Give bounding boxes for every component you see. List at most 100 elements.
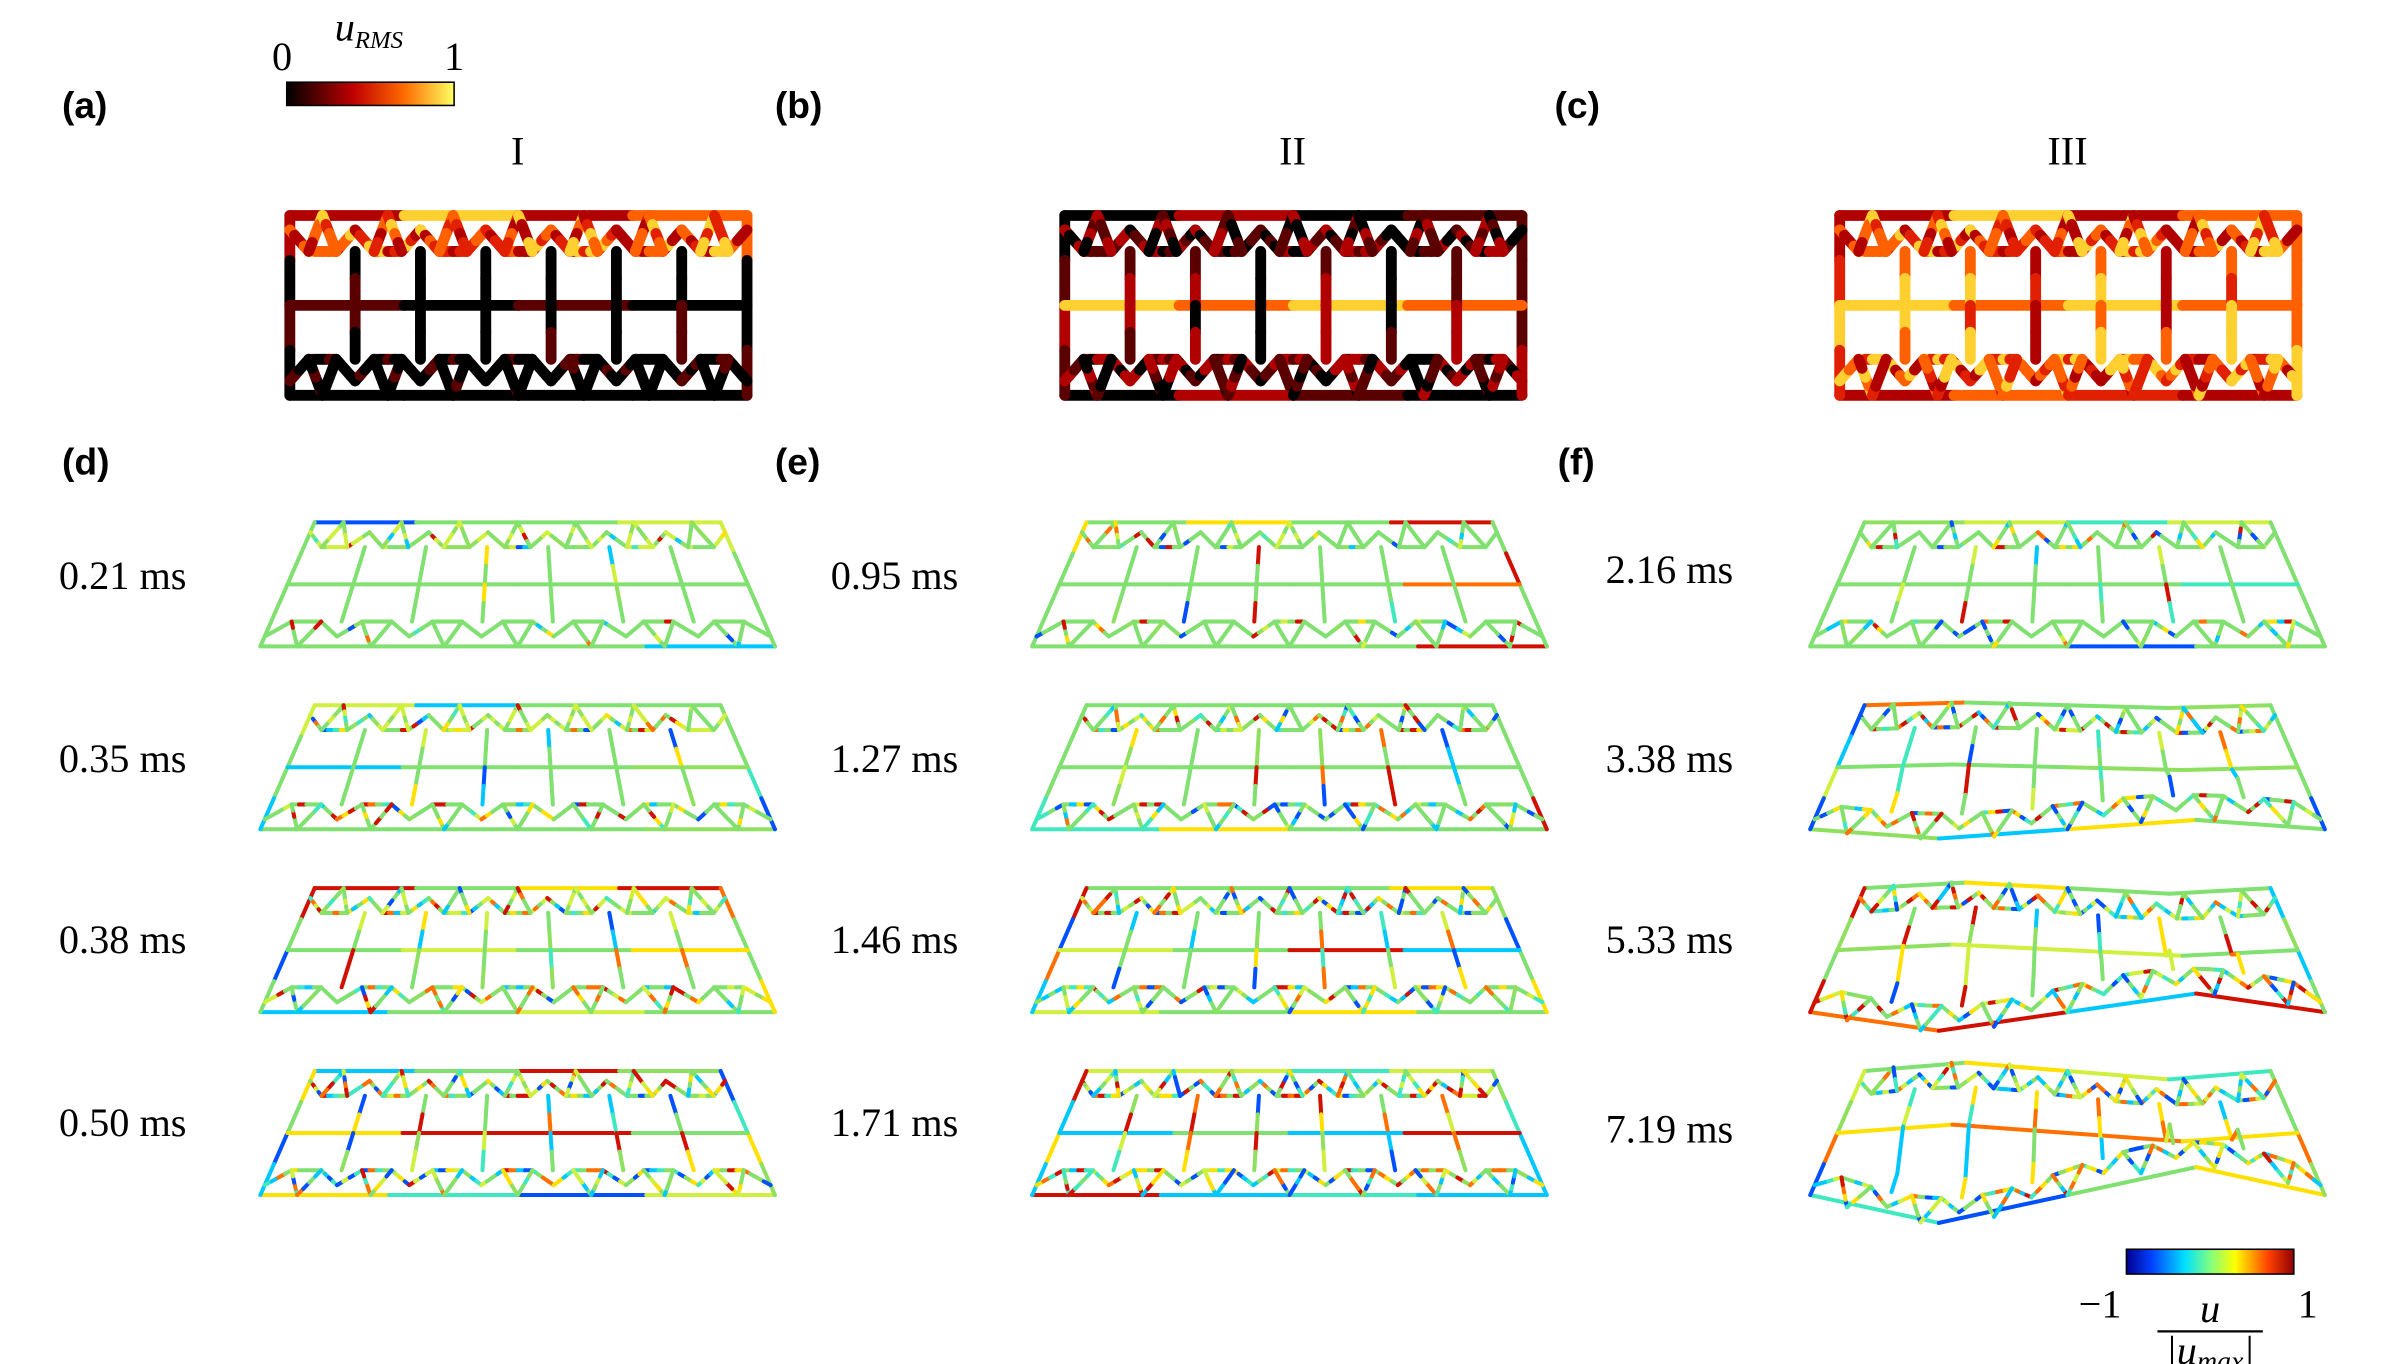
lattice-beam <box>455 1168 465 1179</box>
lattice-beam <box>1950 1122 2070 1136</box>
lattice-beam <box>547 563 553 587</box>
lattice-beam <box>2236 1092 2242 1103</box>
lattice-beam <box>1963 942 1971 989</box>
lattice-beam <box>2195 538 2205 550</box>
lattice-beam <box>1835 1100 1853 1136</box>
lattice-beam <box>610 1112 619 1136</box>
lattice-beam <box>2031 582 2037 605</box>
lattice-beam <box>339 600 350 624</box>
lattice-beam <box>685 783 696 807</box>
lattice-beam <box>2049 237 2064 257</box>
lattice-beam <box>546 910 552 934</box>
lattice-beam <box>1934 1003 1944 1015</box>
lattice-beam <box>1954 719 1961 730</box>
time-label: 0.38 ms <box>59 917 187 962</box>
lattice-beam <box>1848 703 1867 739</box>
lattice-beam <box>430 985 438 996</box>
lattice-beam <box>680 948 690 971</box>
lattice-beam <box>1477 904 1488 915</box>
lattice-beam <box>1274 904 1283 915</box>
time-label: 0.21 ms <box>59 553 187 598</box>
lattice-beam <box>720 1078 728 1087</box>
lattice-beam <box>1335 538 1343 550</box>
subscript: RMS <box>354 27 403 54</box>
lattice-beam <box>1296 538 1305 550</box>
lattice-beam <box>2195 909 2205 921</box>
lattice-beam <box>1894 901 1900 912</box>
lattice-beam <box>2286 370 2303 387</box>
lattice-beam <box>1030 796 1048 832</box>
lattice-beam <box>712 1168 723 1179</box>
lattice-beam <box>629 353 645 374</box>
lattice-beam <box>1085 619 1096 630</box>
lattice-beam <box>1512 802 1518 813</box>
lattice-beam <box>313 619 324 630</box>
lattice-beam <box>500 619 509 630</box>
lattice-beam <box>1835 551 1853 587</box>
lattice-beam <box>1057 734 1075 770</box>
lattice-beam <box>1877 353 1892 374</box>
lattice-beam <box>2050 1173 2059 1183</box>
lattice-beam <box>1389 966 1398 990</box>
lattice-beam <box>2311 995 2323 1005</box>
lattice-beam <box>481 582 487 605</box>
lattice-beam <box>1396 904 1403 915</box>
lattice-rms <box>284 210 753 401</box>
lattice-beam <box>2268 1069 2287 1105</box>
lattice-beam <box>420 728 429 751</box>
lattice-beam <box>645 721 655 733</box>
lattice-beam <box>1441 1168 1448 1179</box>
lattice-beam <box>1379 910 1387 934</box>
lattice-beam <box>1894 720 1900 731</box>
lattice-beam <box>546 545 552 568</box>
lattice-beam <box>2014 900 2022 912</box>
lattice-beam <box>1131 619 1138 630</box>
lattice-rms <box>1834 210 2303 401</box>
lattice-beam <box>1457 600 1468 624</box>
lattice-beam <box>610 746 619 770</box>
lattice-beam <box>1835 942 1955 953</box>
lattice-beam <box>285 551 304 587</box>
lattice-beam <box>1296 721 1305 733</box>
lattice-beam <box>563 538 571 550</box>
lattice-beam <box>410 600 418 624</box>
lattice-beam <box>1396 721 1403 733</box>
lattice-beam <box>1839 990 1845 1002</box>
lattice-beam <box>668 910 679 934</box>
lattice-beam <box>1970 545 1978 568</box>
lattice-beam <box>2160 563 2169 587</box>
lattice-beam <box>759 979 777 1015</box>
lattice-beam <box>2282 917 2300 953</box>
lattice-beam <box>1863 1184 1874 1194</box>
lattice-beam <box>674 1112 685 1136</box>
lattice-beam <box>303 353 318 374</box>
lattice-beam <box>380 538 390 550</box>
lattice-snapshot <box>1808 880 2327 1033</box>
lattice-beam <box>1457 1087 1464 1098</box>
lattice-beam <box>2073 353 2088 374</box>
lattice-beam <box>2309 613 2327 649</box>
lattice-beam <box>719 237 734 257</box>
lattice-beam <box>745 765 764 801</box>
lattice-beam <box>285 1100 304 1136</box>
lattice-beam <box>483 728 490 751</box>
lattice-beam <box>351 929 362 953</box>
colorbar-max: 1 <box>2298 1281 2318 1326</box>
lattice-beam <box>1298 353 1313 374</box>
lattice-beam <box>1253 765 1259 788</box>
lattice-beam <box>625 721 631 733</box>
lattice-beam <box>2065 1130 2185 1144</box>
lattice-beam <box>344 1087 350 1098</box>
lattice-beam <box>2052 1086 2061 1097</box>
lattice-beam <box>404 1087 411 1098</box>
lattice-beam <box>1863 807 1874 818</box>
lattice-beam <box>1808 796 1826 832</box>
lattice-beam <box>271 948 290 984</box>
lattice-beam <box>629 237 645 257</box>
lattice-beam <box>563 904 571 915</box>
lattice-beam <box>1236 721 1244 733</box>
lattice-beam <box>1176 1087 1183 1098</box>
lattice-beam <box>1853 237 1868 257</box>
lattice-beam <box>2113 908 2121 919</box>
fraction-numerator: u <box>2200 1286 2220 1331</box>
